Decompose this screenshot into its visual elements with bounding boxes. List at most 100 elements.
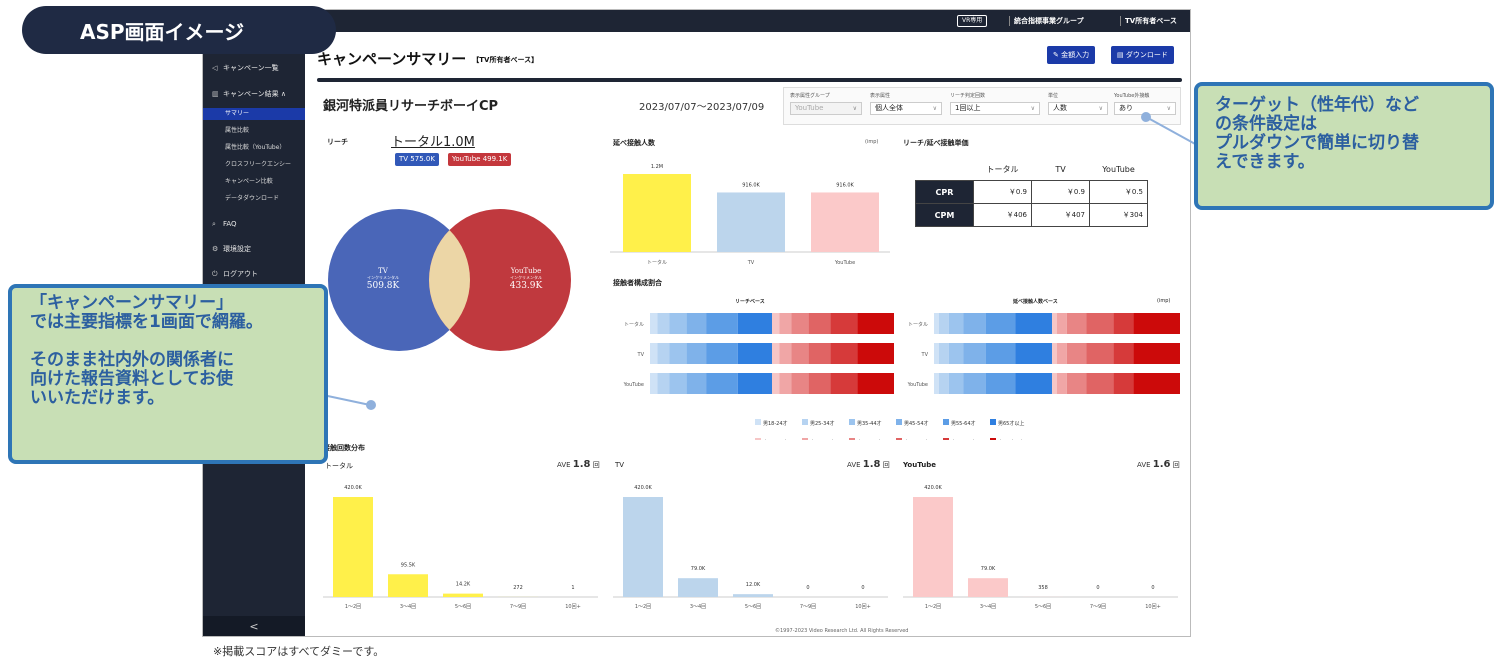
youtube-outside-select[interactable]: あり <box>1114 102 1176 115</box>
sidebar-item-data-download[interactable]: データダウンロード <box>225 195 280 202</box>
composition-segment <box>857 343 894 364</box>
filter-label: リーチ判定回数 <box>950 93 986 99</box>
amount-input-button[interactable]: ✎ 金額入力 <box>1047 46 1096 64</box>
download-icon: ▤ <box>1117 51 1126 59</box>
bar-value-label: 0 <box>806 585 809 591</box>
table-row: CPM ￥406 ￥407 ￥304 <box>915 203 1148 227</box>
ave-unit: 回 <box>1172 461 1180 469</box>
asp-screen-badge: ASP画面イメージ <box>22 6 336 54</box>
download-button[interactable]: ▤ ダウンロード <box>1111 46 1174 64</box>
composition-segment <box>934 373 939 394</box>
callout-line: いいただけます。 <box>30 388 165 408</box>
frequency-youtube-chart: 420.0K 1〜2回 79.0K 3〜4回 358 5〜6回 0 7〜9回 0 10回+ <box>903 485 1178 610</box>
top-separator <box>1120 16 1121 26</box>
sidebar-item-campaign-compare[interactable]: キャンペーン比較 <box>225 178 273 185</box>
frequency-bar <box>623 497 663 597</box>
callout-line: 「キャンペーンサマリー」 <box>30 293 234 313</box>
frequency-youtube-name: YouTube <box>903 461 936 469</box>
reach-count-select[interactable]: 1回以上 <box>950 102 1040 115</box>
attribute-select[interactable]: 個人全体 <box>870 102 942 115</box>
composition-segment <box>1133 373 1180 394</box>
impressions-bar <box>717 192 785 252</box>
sidebar-item-faq[interactable]: ⌕ FAQ <box>203 218 305 230</box>
frequency-total-name: トータル <box>325 462 353 470</box>
top-bar: VR専用 統合指標事業グループ TV所有者ベース <box>203 10 1190 32</box>
sidebar-item-settings[interactable]: ⚙ 環境設定 <box>203 243 305 255</box>
button-label: ダウンロード <box>1125 51 1168 59</box>
composition-row-label: TV <box>637 352 645 358</box>
cost-col-header: TV <box>1055 165 1066 174</box>
pencil-icon: ✎ <box>1053 51 1062 59</box>
bar-category-label: 10回+ <box>855 604 871 610</box>
composition-segment <box>650 343 658 364</box>
composition-segment <box>791 343 809 364</box>
frequency-title: 接触回数分布 <box>323 444 365 452</box>
composition-segment <box>686 343 707 364</box>
ave-value: 1.8 <box>572 459 591 470</box>
venn-youtube-sub: インクリメンタル <box>510 275 542 280</box>
composition-segment <box>1086 343 1114 364</box>
composition-segment <box>934 343 939 364</box>
sidebar-item-campaign-results[interactable]: ▥ キャンペーン結果 ∧ <box>203 88 305 100</box>
filter-attribute: 表示属性 個人全体 <box>870 92 942 115</box>
sidebar-item-cross-frequency[interactable]: クロスフリークエンシー <box>225 161 292 168</box>
bar-category-label: 3〜4回 <box>690 604 706 610</box>
reach-label: リーチ <box>327 138 348 146</box>
cost-table: トータル TV YouTube CPR ￥0.9 ￥0.9 ￥0.5 CPM ￥… <box>915 162 1148 227</box>
composition-segment <box>706 313 738 334</box>
legend-label: 女45-54才 <box>904 439 929 440</box>
attribute-group-select[interactable]: YouTube <box>790 102 862 115</box>
bar-category-label: 7〜9回 <box>1090 604 1106 610</box>
composition-segment <box>686 313 707 334</box>
composition-segment <box>779 343 792 364</box>
ave-unit: 回 <box>882 461 890 469</box>
copyright: ©1997-2023 Video Research Ltd. All Right… <box>775 628 909 634</box>
cost-row-label: CPR <box>915 180 974 204</box>
dummy-score-note: ※掲載スコアはすべてダミーです。 <box>213 645 385 658</box>
legend-swatch <box>990 438 996 440</box>
frequency-bar <box>678 578 718 597</box>
callout-line: では主要指標を1画面で網羅。 <box>30 312 263 332</box>
bar-value-label: 14.2K <box>456 582 471 588</box>
composition-row-label: YouTube <box>907 382 928 388</box>
sidebar-collapse-button[interactable]: < <box>203 616 305 636</box>
bar-value-label: 420.0K <box>634 485 652 491</box>
sidebar-item-attribute-compare-youtube[interactable]: 属性比較（YouTube） <box>225 144 286 151</box>
composition-segment <box>1133 343 1180 364</box>
bar-value-label: 420.0K <box>344 485 362 491</box>
bar-category-label: 7〜9回 <box>510 604 526 610</box>
composition-segment <box>830 373 858 394</box>
search-icon: ⌕ <box>212 220 216 228</box>
frequency-bar <box>733 594 773 597</box>
reach-total: トータル1.0M <box>391 135 475 150</box>
sidebar-item-campaign-list[interactable]: ◁ キャンペーン一覧 <box>203 62 305 74</box>
composition-segment <box>985 313 1016 334</box>
vr-button[interactable]: VR専用 <box>957 15 988 27</box>
composition-segment <box>1086 373 1114 394</box>
composition-segment <box>948 343 964 364</box>
impressions-title: 延べ接触人数 <box>613 139 655 147</box>
venn-tv-name: TV <box>378 267 388 275</box>
composition-segment <box>1057 343 1067 364</box>
venn-youtube-name: YouTube <box>510 267 542 275</box>
callout-line: 向けた報告資料としてお使 <box>30 369 233 389</box>
sidebar-item-logout[interactable]: ⏻ ログアウト <box>203 268 305 280</box>
legend-label: 男25-34才 <box>810 420 835 427</box>
composition-segment <box>657 373 670 394</box>
venn-tv-sub: インクリメンタル <box>367 275 399 280</box>
cost-cell: ￥406 <box>973 203 1032 227</box>
impressions-unit: (imp) <box>865 139 879 145</box>
bar-category-label: 5〜6回 <box>1035 604 1051 610</box>
sidebar-item-summary[interactable]: サマリー <box>203 108 305 120</box>
legend-swatch <box>755 438 761 440</box>
composition-segment <box>1052 373 1057 394</box>
composition-segment <box>857 313 894 334</box>
unit-select[interactable]: 人数 <box>1048 102 1108 115</box>
legend-swatch <box>990 419 996 425</box>
composition-segment <box>830 313 858 334</box>
cost-title: リーチ/延べ接触単価 <box>903 139 969 147</box>
sidebar-item-attribute-compare[interactable]: 属性比較 <box>225 127 250 134</box>
impressions-bar <box>623 174 691 252</box>
filter-attribute-group: 表示属性グループ YouTube <box>790 92 862 115</box>
composition-segment <box>948 373 964 394</box>
